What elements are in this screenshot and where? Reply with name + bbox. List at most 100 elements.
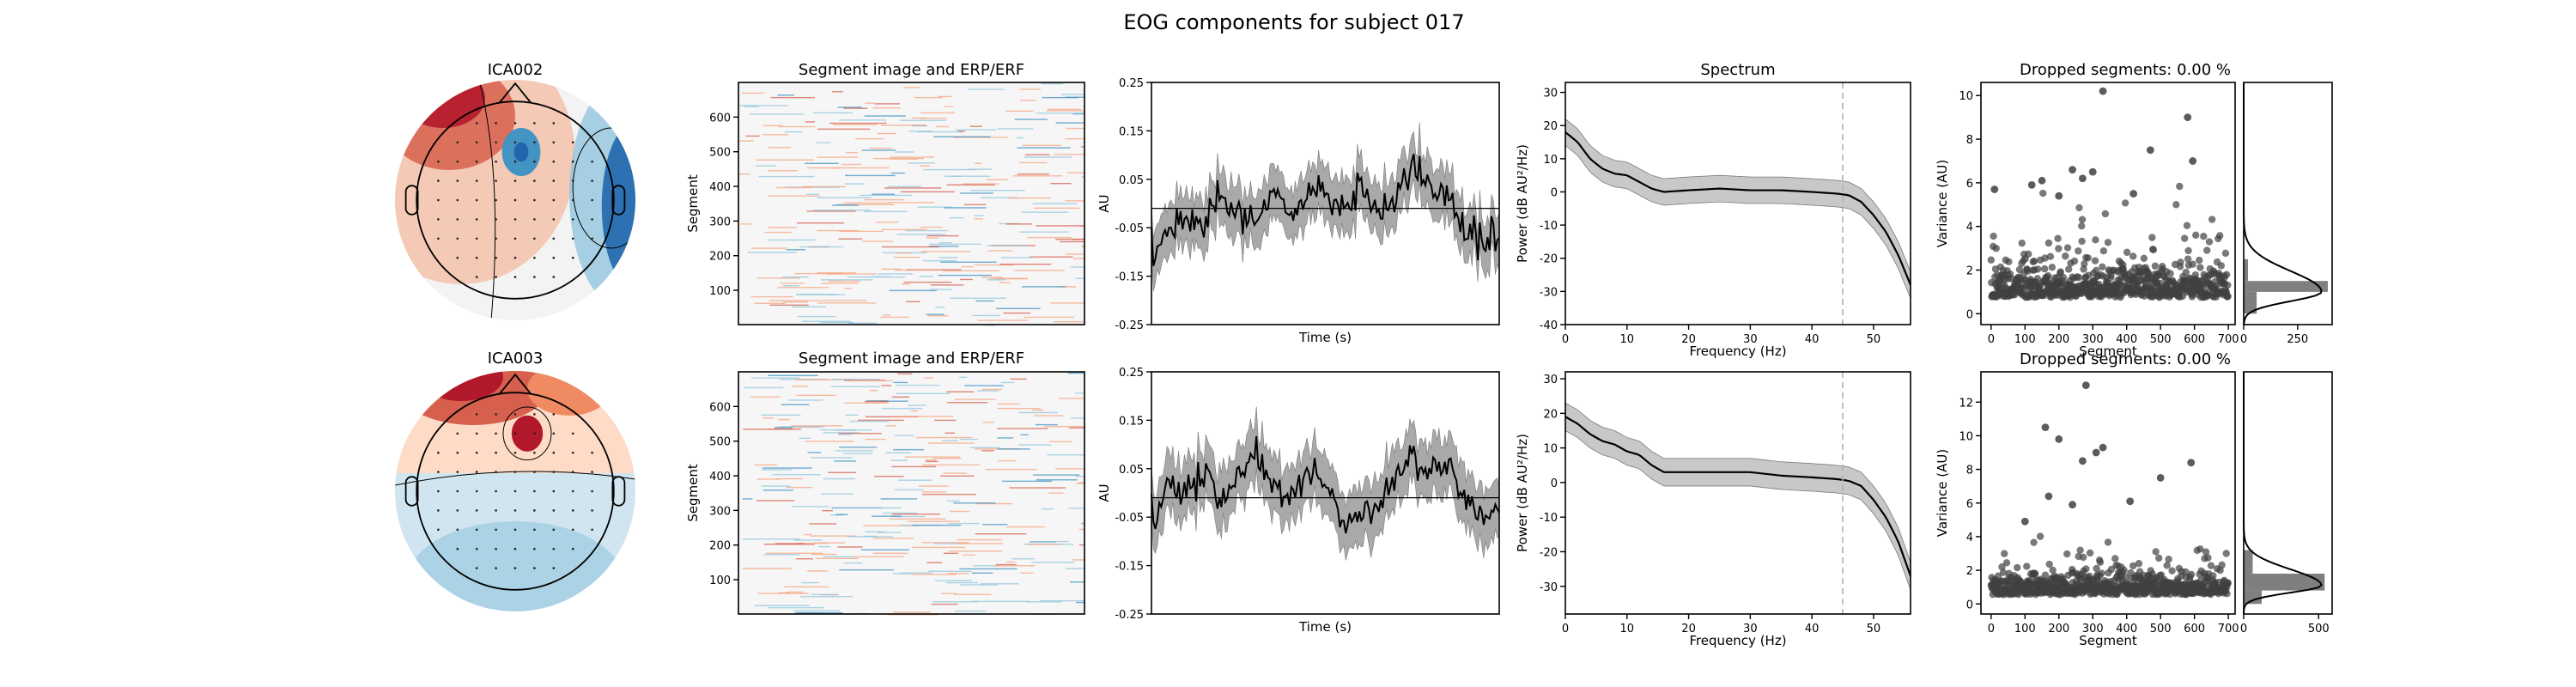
segment-streak bbox=[745, 135, 760, 137]
segment-streak bbox=[1066, 172, 1084, 173]
segment-streak bbox=[985, 468, 1037, 471]
sensor-dot bbox=[533, 509, 536, 512]
segment-streak bbox=[882, 407, 923, 410]
segment-streak bbox=[914, 96, 944, 99]
segment-streak bbox=[1027, 236, 1072, 239]
panels-layer: ICA002 Segment image and ERP/ERF100200300… bbox=[395, 61, 2333, 648]
variance-y-tick-label: 6 bbox=[1966, 178, 1973, 191]
sensor-dot bbox=[591, 509, 593, 512]
segment-streak bbox=[812, 112, 854, 114]
segment-point bbox=[2030, 538, 2038, 546]
sensor-dot bbox=[533, 528, 536, 532]
segment-streak bbox=[786, 249, 806, 251]
segment-streak bbox=[778, 418, 791, 421]
sensor-dot bbox=[437, 489, 440, 493]
spectrum-x-label: Frequency (Hz) bbox=[1689, 633, 1786, 648]
segment-streak bbox=[750, 377, 800, 379]
segment-streak bbox=[957, 543, 1003, 544]
segment-point bbox=[2039, 189, 2047, 198]
segment-streak bbox=[854, 380, 893, 382]
segment-streak bbox=[947, 402, 988, 404]
segment-streak bbox=[777, 477, 804, 480]
segment-streak bbox=[769, 300, 821, 301]
segment-streak bbox=[962, 183, 999, 185]
segment-point bbox=[2044, 492, 2053, 501]
segment-streak bbox=[998, 459, 1017, 462]
segment-streak bbox=[817, 128, 871, 131]
segment-point bbox=[2223, 590, 2231, 598]
erp-line bbox=[1151, 154, 1500, 266]
segment-streak bbox=[831, 167, 890, 169]
segment-streak bbox=[896, 392, 951, 395]
topomap-title: ICA002 bbox=[488, 61, 544, 79]
spectrum-frame bbox=[1564, 371, 1911, 615]
spectrum-y-tick-label: -40 bbox=[1540, 319, 1558, 332]
segment-point bbox=[2091, 257, 2099, 264]
topomap-field bbox=[395, 371, 635, 611]
segment-streak bbox=[769, 304, 809, 307]
segment-streak bbox=[1055, 122, 1084, 124]
segment-streak bbox=[1034, 415, 1064, 416]
sensor-dot bbox=[533, 471, 536, 473]
sensor-dot bbox=[552, 432, 556, 435]
sensor-dot bbox=[475, 489, 478, 493]
segment-point bbox=[2040, 264, 2049, 273]
segment-streak bbox=[749, 113, 804, 115]
segment-streak bbox=[1081, 522, 1084, 525]
segment-point bbox=[1990, 185, 1999, 193]
spectrum-y-tick-label: 10 bbox=[1543, 443, 1558, 456]
segment-streak bbox=[828, 471, 857, 473]
segment-streak bbox=[844, 402, 889, 404]
segment-streak bbox=[1036, 112, 1084, 114]
sensor-dot bbox=[533, 276, 536, 278]
segment-point bbox=[2081, 381, 2090, 390]
segment-streak bbox=[891, 465, 937, 468]
sensor-dot bbox=[475, 509, 478, 512]
segment-streak bbox=[861, 149, 896, 151]
segment-streak bbox=[890, 515, 926, 518]
segment-point bbox=[2075, 204, 2083, 212]
segment-point bbox=[2120, 566, 2128, 575]
variance-frame bbox=[1980, 82, 2236, 325]
spectrum-x-tick-label: 30 bbox=[1743, 623, 1758, 635]
segment-point bbox=[2140, 254, 2148, 262]
spectrum-y-tick-label: -10 bbox=[1540, 512, 1558, 525]
segment-streak bbox=[902, 87, 920, 88]
segment-point bbox=[2187, 570, 2196, 579]
segment-streak bbox=[924, 377, 933, 379]
segment-streak bbox=[750, 396, 781, 398]
sensor-dot bbox=[552, 567, 556, 569]
segment-streak bbox=[969, 125, 982, 127]
segment-streak bbox=[811, 457, 853, 459]
segment-streak bbox=[889, 518, 945, 520]
segment-streak bbox=[844, 183, 864, 185]
segment-streak bbox=[756, 165, 776, 167]
segment-streak bbox=[841, 163, 862, 166]
spectrum-x-tick-label: 30 bbox=[1743, 333, 1758, 346]
segment-streak bbox=[797, 542, 829, 544]
sensor-dot bbox=[591, 451, 593, 454]
segment-streak bbox=[815, 557, 859, 560]
segment-point bbox=[2202, 548, 2210, 556]
segment-point bbox=[2176, 182, 2184, 191]
variance-x-tick-label: 0 bbox=[1988, 333, 1995, 346]
segment-streak bbox=[880, 498, 917, 500]
segment-streak bbox=[905, 229, 948, 232]
segment-streak bbox=[881, 246, 939, 248]
segment-streak bbox=[977, 319, 1030, 321]
segment-streak bbox=[941, 440, 958, 441]
segment-streak bbox=[919, 276, 934, 277]
positive-peak bbox=[401, 80, 485, 128]
segment-streak bbox=[943, 552, 958, 554]
segment-streak bbox=[908, 162, 935, 164]
segment-streak bbox=[921, 491, 946, 493]
segment-streak bbox=[972, 314, 1001, 317]
segment-y-tick-label: 300 bbox=[709, 216, 731, 228]
segment-point bbox=[2034, 265, 2042, 273]
segment-streak bbox=[944, 207, 987, 209]
variance-y-tick-label: 0 bbox=[1966, 308, 1973, 321]
sensor-dot bbox=[571, 547, 574, 550]
segment-point bbox=[2155, 554, 2163, 562]
segment-streak bbox=[788, 399, 823, 401]
variance-x-label: Segment bbox=[2079, 344, 2137, 359]
